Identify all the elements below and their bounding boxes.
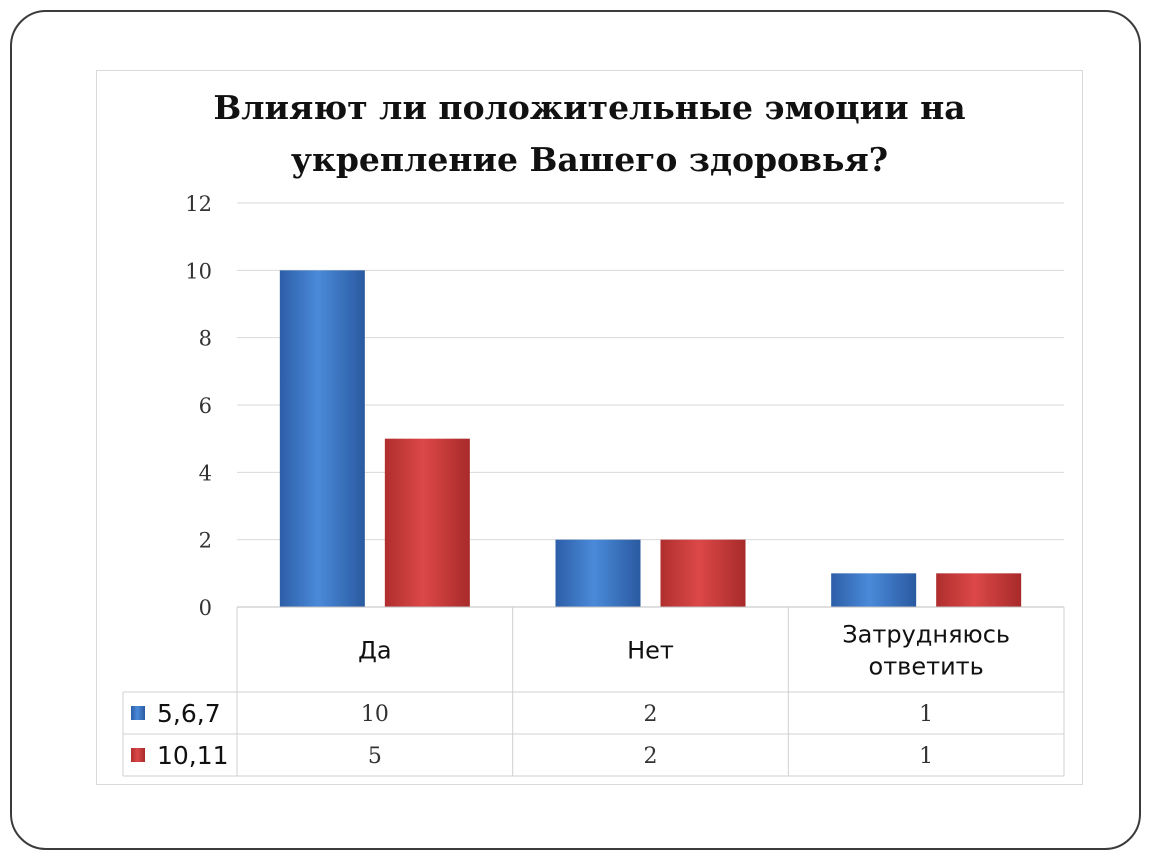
bar [279,270,365,607]
y-tick-label: 10 [185,259,212,283]
bar [936,573,1022,607]
data-label: 1 [919,744,933,769]
category-label: Да [358,637,391,665]
legend-label: 5,6,7 [157,699,221,728]
category-label: ответить [869,653,984,681]
legend-key [131,748,145,762]
y-tick-label: 12 [185,192,212,216]
bar [831,573,917,607]
y-tick-label: 8 [199,327,212,351]
y-tick-label: 2 [199,529,212,553]
y-tick-label: 6 [199,394,212,418]
slide-frame [10,10,1141,850]
data-label: 10 [361,702,389,727]
data-label: 1 [919,702,933,727]
category-label: Затрудняюсь [842,621,1010,649]
y-tick-label: 0 [199,596,212,620]
chart-area [96,70,1083,785]
bar [660,539,746,607]
chart-title: Влияют ли положительные эмоции на укрепл… [96,82,1083,186]
data-label: 5 [368,744,382,769]
chart-title-line-2: укрепление Вашего здоровья? [290,140,889,179]
legend-key [131,706,145,720]
y-tick-label: 4 [199,461,212,485]
bar [384,438,470,607]
bar [555,539,641,607]
legend-label: 10,11 [157,741,229,770]
category-label: Нет [627,637,674,665]
data-label: 2 [644,744,658,769]
data-label: 2 [644,702,658,727]
chart-title-line-1: Влияют ли положительные эмоции на [213,88,966,127]
